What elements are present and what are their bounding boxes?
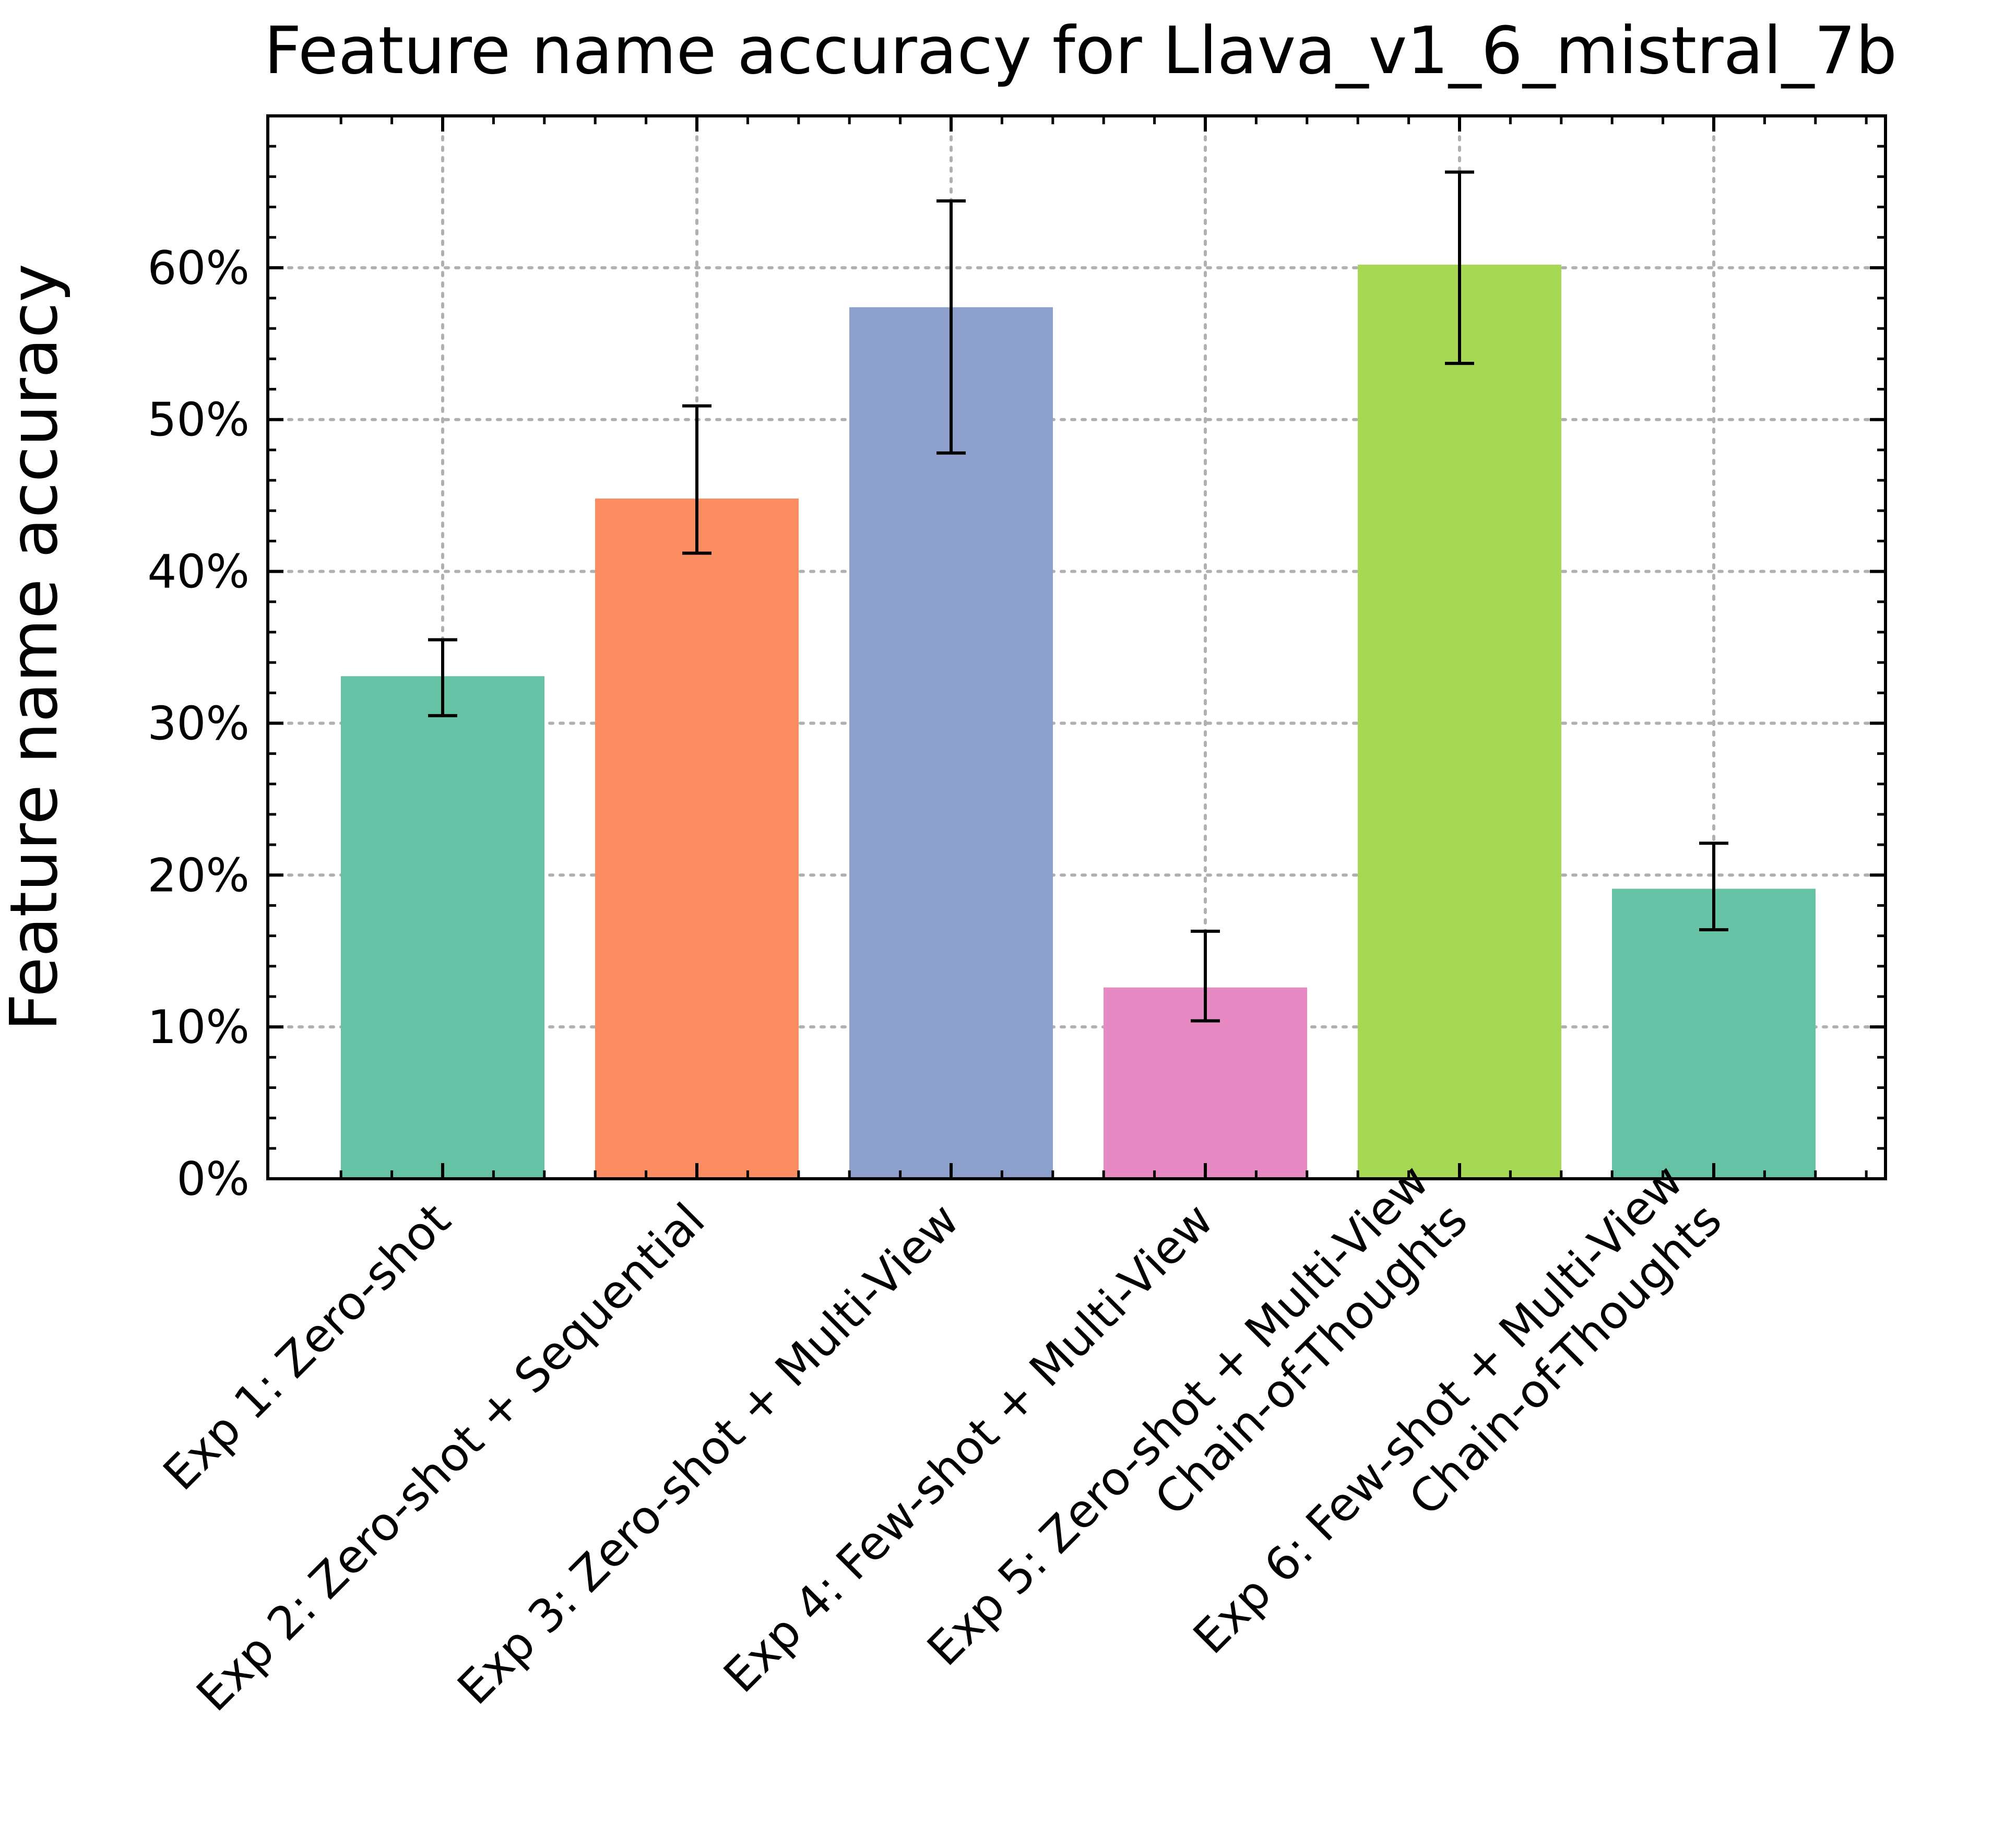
bar-1 (341, 676, 544, 1179)
y-axis-label: Feature name accuracy (0, 264, 72, 1031)
bar-5 (1358, 265, 1561, 1179)
bar-2 (595, 498, 799, 1179)
plot-frame (266, 114, 1887, 1180)
y-tick-labels: 0% 10% 20% 30% 40% 50% 60% (147, 241, 250, 1206)
y-tick-label-6: 60% (147, 241, 250, 295)
x-tick-label-line: Exp 2: Zero-shot + Sequential (186, 1193, 715, 1722)
y-tick-label-5: 50% (147, 393, 250, 447)
y-tick-label-4: 40% (147, 545, 250, 599)
error-bars (428, 170, 1728, 1023)
y-tick-label-2: 20% (147, 848, 250, 902)
y-tick-label-0: 0% (176, 1152, 250, 1206)
x-tick-label-line: Exp 3: Zero-shot + Multi-View (447, 1193, 969, 1715)
chart-title: Feature name accuracy for Llava_v1_6_mis… (264, 13, 1897, 89)
bar-6 (1612, 889, 1816, 1179)
bars (341, 265, 1816, 1179)
x-tick-label-2: Exp 2: Zero-shot + Sequential (186, 1193, 715, 1722)
x-tick-label-3: Exp 3: Zero-shot + Multi-View (447, 1193, 969, 1715)
axis-ticks (268, 116, 1885, 1180)
y-tick-label-3: 30% (147, 696, 250, 750)
y-tick-label-1: 10% (147, 1000, 250, 1054)
